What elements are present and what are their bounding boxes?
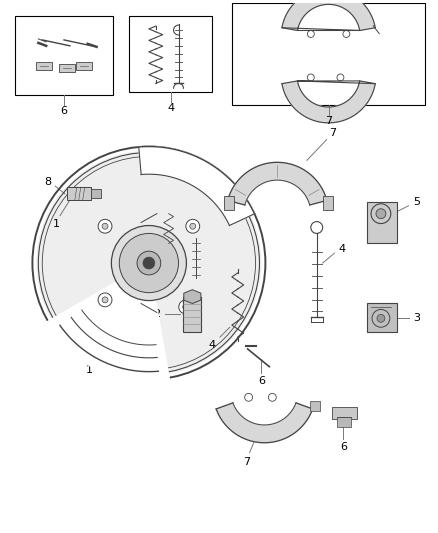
Bar bbox=[232, 3, 425, 105]
Circle shape bbox=[98, 219, 112, 233]
Polygon shape bbox=[282, 81, 375, 123]
Text: 5: 5 bbox=[413, 197, 420, 207]
Bar bbox=[367, 303, 397, 332]
Bar bbox=[310, 401, 320, 411]
Polygon shape bbox=[282, 0, 375, 30]
Bar bbox=[129, 16, 212, 92]
Circle shape bbox=[111, 225, 187, 301]
Text: 7: 7 bbox=[325, 116, 332, 126]
Text: 7: 7 bbox=[329, 128, 336, 138]
Text: 4: 4 bbox=[167, 103, 174, 113]
Circle shape bbox=[186, 219, 200, 233]
Circle shape bbox=[102, 297, 108, 303]
Bar bbox=[332, 407, 357, 419]
Text: 3: 3 bbox=[413, 313, 420, 324]
Text: 1: 1 bbox=[86, 365, 93, 375]
Circle shape bbox=[36, 150, 261, 376]
Circle shape bbox=[377, 314, 385, 322]
Text: 2: 2 bbox=[153, 309, 160, 319]
Circle shape bbox=[190, 223, 196, 229]
Circle shape bbox=[179, 300, 193, 314]
Polygon shape bbox=[139, 147, 254, 225]
Circle shape bbox=[98, 293, 112, 307]
Bar bbox=[337, 417, 351, 427]
Bar bbox=[224, 197, 233, 210]
Circle shape bbox=[102, 223, 108, 229]
Bar bbox=[91, 189, 101, 198]
Polygon shape bbox=[216, 403, 313, 443]
Bar bbox=[76, 62, 92, 69]
Text: 8: 8 bbox=[45, 177, 52, 187]
Circle shape bbox=[119, 233, 179, 293]
Bar bbox=[67, 187, 91, 200]
Bar bbox=[323, 197, 333, 210]
Bar bbox=[184, 296, 201, 332]
Text: 1: 1 bbox=[53, 219, 60, 229]
Text: 4: 4 bbox=[339, 244, 346, 254]
Text: 6: 6 bbox=[340, 442, 347, 451]
Polygon shape bbox=[228, 163, 327, 205]
Polygon shape bbox=[184, 290, 201, 303]
Circle shape bbox=[183, 304, 189, 310]
Text: 4: 4 bbox=[208, 340, 215, 350]
Polygon shape bbox=[46, 263, 170, 382]
Bar bbox=[59, 63, 75, 71]
Circle shape bbox=[137, 251, 161, 275]
Circle shape bbox=[143, 257, 155, 269]
Bar bbox=[14, 16, 113, 95]
Text: 6: 6 bbox=[60, 106, 67, 116]
Bar bbox=[36, 62, 52, 69]
Text: 6: 6 bbox=[258, 376, 265, 385]
Text: 7: 7 bbox=[243, 457, 250, 467]
Bar bbox=[367, 202, 397, 243]
Circle shape bbox=[376, 209, 386, 219]
